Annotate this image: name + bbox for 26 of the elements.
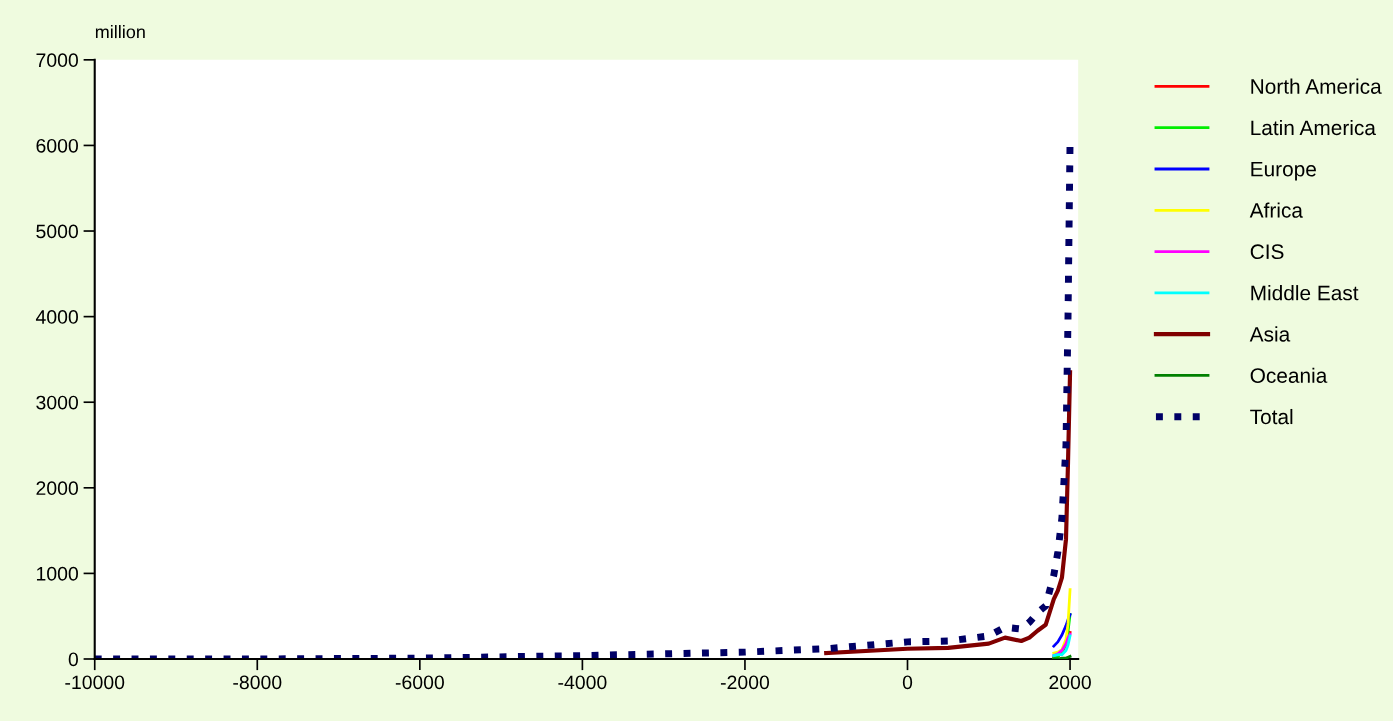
legend-label: CIS [1250,244,1284,260]
legend-label: Total [1250,408,1293,425]
legend-label: Oceania [1250,367,1328,383]
line-series [824,370,1073,656]
x-tick-label: -6000 [395,675,444,690]
y-tick-label: 5000 [36,224,78,239]
legend-label: Europe [1251,161,1316,181]
y-tick-label: 2000 [36,481,78,496]
x-tick-label: 2000 [1049,675,1091,690]
y-tick-label: 4000 [35,310,78,324]
y-tick-label: 0 [68,652,78,667]
legend-label: Africa [1249,202,1303,218]
x-tick-label: -10000 [65,675,125,690]
legend-label: Middle East [1251,285,1359,301]
x-tick-label: -2000 [720,675,770,690]
y-tick-label: 1000 [36,566,78,581]
legend-label: Asia [1249,326,1291,342]
x-tick-label: -4000 [558,675,607,690]
x-tick-label: -8000 [233,675,282,690]
y-tick-label: 7000 [36,53,78,68]
legend-label: North America [1251,78,1382,94]
y-tick-label: 3000 [36,395,78,410]
legend-label: Latin America [1251,119,1376,136]
y-axis-title: million [95,25,145,39]
y-tick-label: 6000 [36,138,78,153]
x-tick-label: 0 [902,675,913,690]
